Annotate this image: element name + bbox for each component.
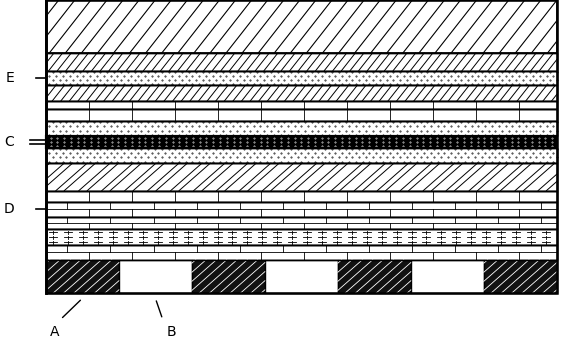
Text: C: C	[5, 135, 14, 149]
Bar	[46, 217, 557, 229]
Bar	[46, 229, 557, 245]
Bar	[46, 101, 557, 109]
Bar	[46, 121, 557, 136]
Text: B: B	[166, 325, 176, 339]
Bar	[265, 260, 338, 293]
Bar	[46, 0, 557, 53]
Bar	[46, 202, 557, 217]
Bar	[46, 163, 557, 191]
Bar	[46, 136, 557, 148]
Bar	[46, 101, 557, 109]
Bar	[46, 191, 557, 202]
Bar	[46, 53, 557, 71]
Bar	[46, 202, 557, 217]
Bar	[192, 260, 265, 293]
Bar	[338, 260, 411, 293]
Bar	[411, 260, 484, 293]
Text: E: E	[6, 71, 14, 85]
Bar	[46, 245, 557, 260]
Text: A: A	[50, 325, 60, 339]
Bar	[46, 148, 557, 163]
Bar	[46, 121, 557, 136]
Bar	[46, 260, 119, 293]
Bar	[46, 0, 557, 293]
Bar	[46, 163, 557, 191]
Bar	[46, 136, 557, 148]
Bar	[119, 260, 192, 293]
Bar	[46, 217, 557, 229]
Bar	[46, 245, 557, 260]
Bar	[46, 85, 557, 101]
Bar	[46, 229, 557, 245]
Bar	[46, 53, 557, 71]
Bar	[46, 109, 557, 121]
Bar	[46, 148, 557, 163]
Bar	[46, 0, 557, 53]
Bar	[46, 109, 557, 121]
Text: D: D	[3, 202, 14, 216]
Bar	[46, 191, 557, 202]
Bar	[46, 71, 557, 85]
Bar	[484, 260, 557, 293]
Bar	[46, 71, 557, 85]
Bar	[46, 85, 557, 101]
